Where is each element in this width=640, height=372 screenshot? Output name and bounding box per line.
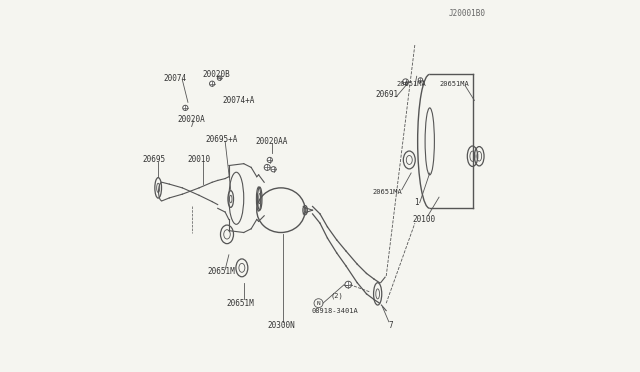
Circle shape: [183, 105, 188, 110]
Text: 08918-3401A: 08918-3401A: [312, 308, 358, 314]
Text: 20695+A: 20695+A: [205, 135, 237, 144]
Text: 1: 1: [415, 198, 419, 207]
Text: 20651M: 20651M: [226, 299, 254, 308]
Circle shape: [418, 78, 422, 82]
Text: J20001B0: J20001B0: [449, 9, 485, 17]
Text: 20074: 20074: [163, 74, 186, 83]
Circle shape: [345, 281, 351, 288]
Text: 20020AA: 20020AA: [255, 137, 288, 146]
Text: 20651M: 20651M: [207, 267, 236, 276]
Text: (2): (2): [330, 292, 343, 299]
Text: N: N: [317, 301, 321, 306]
Text: 7: 7: [388, 321, 393, 330]
Circle shape: [209, 81, 215, 86]
Circle shape: [267, 157, 273, 163]
Text: 20651MA: 20651MA: [372, 189, 402, 195]
Text: 20010: 20010: [188, 155, 211, 164]
Circle shape: [271, 167, 276, 172]
Text: 20020B: 20020B: [202, 70, 230, 79]
Circle shape: [264, 164, 270, 170]
Text: 20020A: 20020A: [178, 115, 205, 124]
Circle shape: [403, 79, 408, 85]
Text: 20100: 20100: [413, 215, 436, 224]
Text: 20695: 20695: [143, 155, 166, 164]
Text: 20300N: 20300N: [267, 321, 295, 330]
Text: 20074+A: 20074+A: [222, 96, 254, 105]
Text: 20651MA: 20651MA: [396, 81, 426, 87]
Text: 20691: 20691: [376, 90, 399, 99]
Circle shape: [218, 76, 222, 80]
Text: 20651MA: 20651MA: [439, 81, 468, 87]
